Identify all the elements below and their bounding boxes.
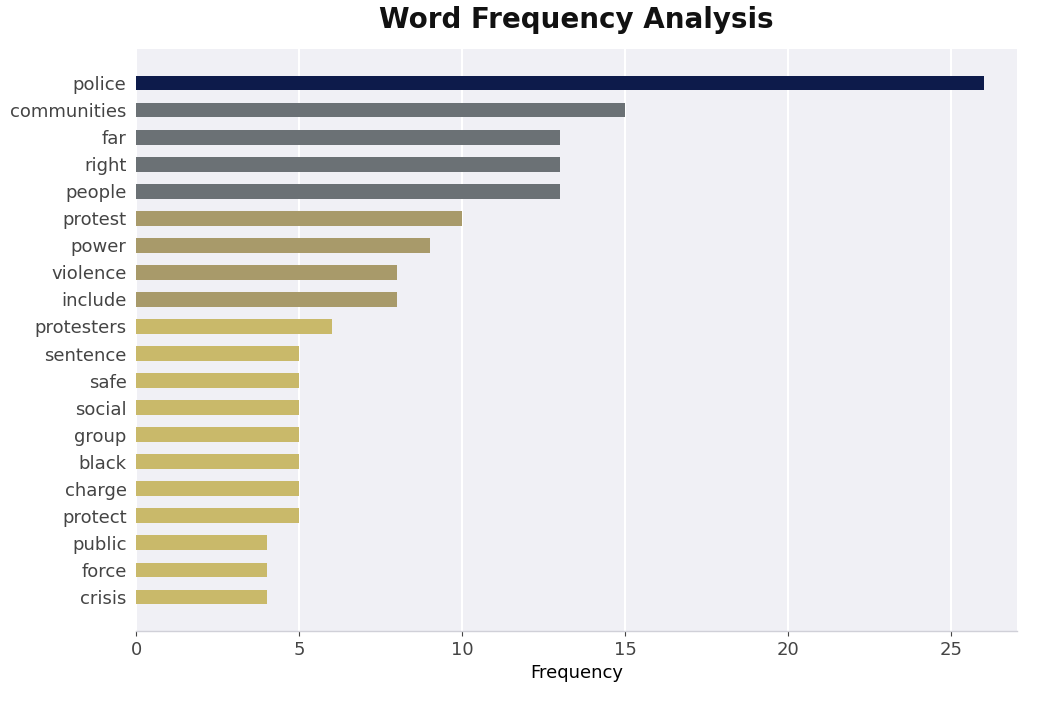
Bar [136, 130, 560, 144]
Bar [136, 400, 300, 415]
Bar [136, 346, 300, 361]
Title: Word Frequency Analysis: Word Frequency Analysis [379, 6, 773, 34]
Bar [136, 427, 300, 442]
Bar [136, 319, 332, 334]
Bar [136, 211, 462, 226]
Bar [136, 482, 300, 496]
Bar [136, 157, 560, 172]
Bar [136, 536, 266, 550]
Bar [136, 102, 626, 118]
Bar [136, 184, 560, 198]
Bar [136, 373, 300, 388]
Bar [136, 238, 430, 253]
Bar [136, 590, 266, 604]
Bar [136, 292, 397, 307]
X-axis label: Frequency: Frequency [530, 664, 623, 682]
Bar [136, 454, 300, 469]
Bar [136, 76, 984, 90]
Bar [136, 508, 300, 523]
Bar [136, 562, 266, 578]
Bar [136, 265, 397, 280]
